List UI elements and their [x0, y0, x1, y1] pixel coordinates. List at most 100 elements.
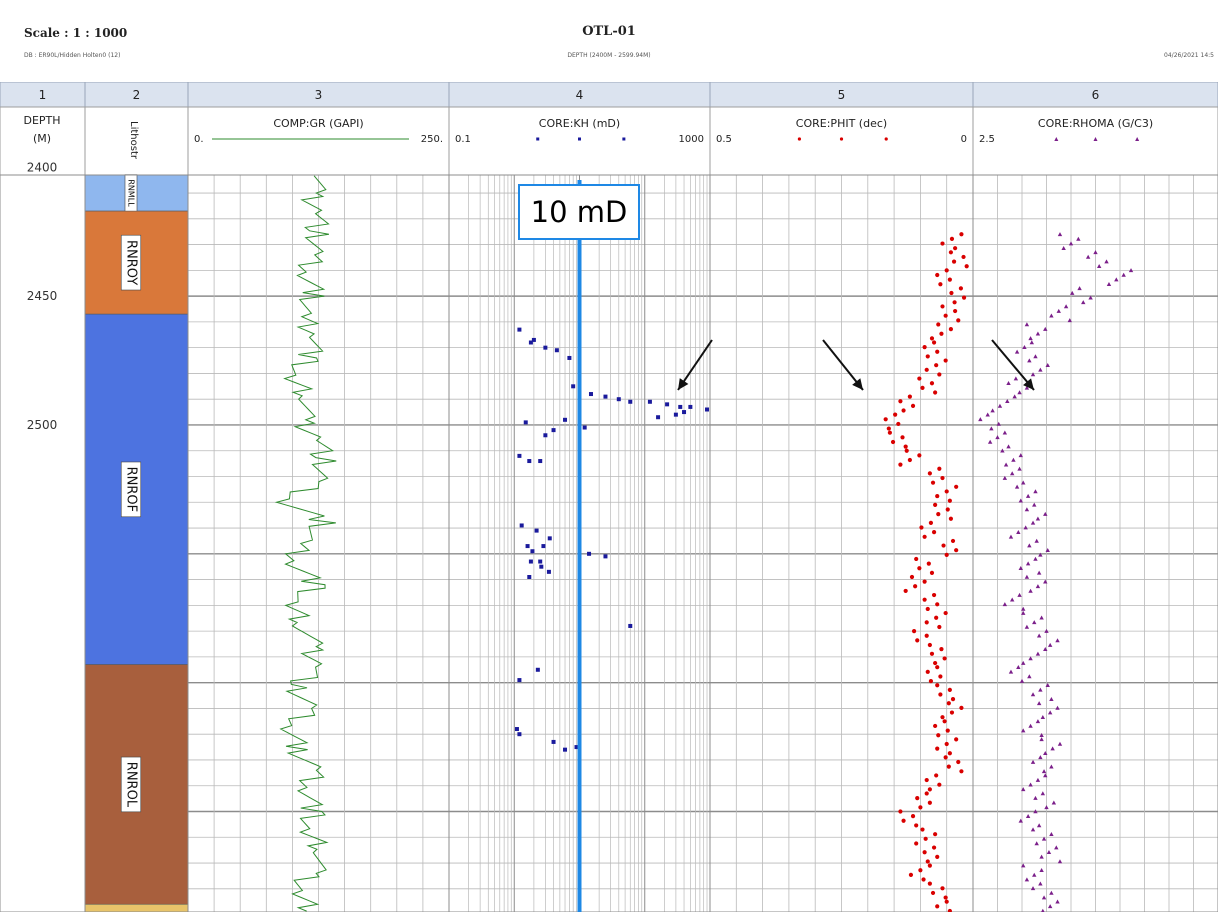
- track-number: 5: [838, 88, 846, 102]
- rhoma-point: [1018, 453, 1023, 458]
- rhoma-point: [1018, 818, 1023, 823]
- track-number: 2: [133, 88, 141, 102]
- date-label: 04/26/2021 14:5: [1164, 52, 1214, 59]
- rhoma-point: [1068, 241, 1074, 246]
- kh-point: [665, 402, 670, 407]
- rhoma-point: [1038, 881, 1043, 886]
- rhoma-point: [1039, 868, 1044, 873]
- rhoma-point: [1039, 854, 1044, 859]
- lithostrat-label-box: [120, 756, 142, 813]
- kh-point: [628, 623, 633, 628]
- track-number-cell: [84, 82, 189, 108]
- kh-point: [531, 337, 536, 342]
- phit-point: [935, 602, 940, 607]
- rhoma-point: [1016, 529, 1021, 534]
- cutoff-label-box: [518, 184, 640, 240]
- rhoma-point: [1049, 831, 1054, 836]
- rhoma-point: [1035, 777, 1041, 782]
- phit-point: [959, 232, 964, 237]
- rhoma-point: [1008, 534, 1014, 539]
- phit-point: [947, 751, 952, 756]
- phit-point: [922, 534, 927, 539]
- rhoma-point: [1114, 277, 1119, 282]
- rhoma-point: [1040, 714, 1046, 719]
- phit-point: [910, 403, 916, 408]
- rhoma-point: [1081, 300, 1086, 305]
- rhoma-point: [1017, 592, 1022, 597]
- rhoma-point: [1021, 660, 1026, 665]
- phit-point: [925, 669, 930, 674]
- phit-point: [948, 250, 954, 255]
- phit-point: [953, 308, 958, 314]
- phit-point: [920, 385, 925, 390]
- phit-point: [929, 381, 935, 386]
- arrow-phit-head: [852, 378, 863, 390]
- scale-right: 0: [961, 134, 967, 145]
- phit-point: [931, 592, 937, 598]
- phit-point: [893, 412, 898, 417]
- rhoma-point: [1043, 773, 1048, 778]
- rhoma-point: [1013, 376, 1019, 381]
- phit-point: [950, 538, 956, 544]
- rhoma-point: [995, 435, 1000, 440]
- legend-marker: [839, 137, 844, 141]
- rhoma-point: [1021, 480, 1026, 485]
- rhoma-point: [1128, 268, 1134, 273]
- rhoma-point: [990, 408, 995, 413]
- rhoma-point: [1030, 520, 1036, 525]
- phit-point: [919, 525, 924, 530]
- rhoma-point: [1045, 362, 1050, 367]
- rhoma-point: [1014, 349, 1020, 354]
- scale-left: 0.: [194, 134, 204, 145]
- rhoma-point: [1024, 322, 1030, 327]
- depth-range-label: DEPTH (2400M - 2599.94M): [567, 52, 651, 59]
- kh-point: [547, 536, 552, 541]
- kh-point: [673, 412, 678, 417]
- legend-marker: [1135, 137, 1140, 141]
- kh-point: [688, 404, 693, 409]
- phit-point: [938, 692, 943, 697]
- lithostrat-unit: [84, 903, 189, 912]
- rhoma-point: [1034, 841, 1039, 846]
- phit-point: [947, 277, 952, 282]
- phit-point: [935, 665, 940, 670]
- phit-point: [931, 340, 937, 345]
- kh-point: [538, 459, 543, 464]
- kh-point: [678, 404, 683, 409]
- track-number-cell: [972, 82, 1218, 108]
- phit-point: [959, 769, 964, 774]
- phit-point: [904, 448, 909, 453]
- legend-marker: [622, 137, 626, 141]
- rhoma-point: [1035, 331, 1041, 336]
- rhoma-point: [1040, 791, 1046, 796]
- rhoma-point: [1024, 507, 1030, 512]
- kh-point: [563, 417, 568, 422]
- phit-point: [947, 687, 952, 692]
- phit-point: [951, 259, 957, 264]
- rhoma-point: [1038, 687, 1043, 692]
- arrow-rhoma: [991, 339, 1035, 391]
- phit-point: [954, 484, 959, 489]
- depth-track: [0, 175, 85, 912]
- kh-point: [539, 564, 544, 569]
- kh-point: [567, 355, 572, 360]
- track-header-cell: [709, 106, 974, 176]
- legend-marker: [578, 137, 581, 141]
- lithostrat-label: RNROY: [124, 240, 139, 285]
- depth-header-title: DEPTH: [23, 114, 60, 127]
- kh-point: [517, 327, 522, 332]
- kh-point: [514, 727, 519, 732]
- phit-point: [926, 561, 931, 566]
- phit-point: [933, 390, 938, 395]
- arrow-rhoma-head: [1023, 378, 1034, 390]
- depth-header-unit: (M): [33, 132, 51, 145]
- curve-title: CORE:KH (mD): [539, 117, 620, 130]
- phit-point: [931, 530, 937, 535]
- rhoma-point: [1104, 259, 1109, 264]
- rhoma-point: [989, 426, 994, 431]
- kh-point: [528, 559, 533, 564]
- phit-point: [923, 836, 928, 841]
- rhoma-point: [1032, 502, 1037, 507]
- kh-point: [628, 399, 633, 404]
- phit-point: [943, 755, 948, 760]
